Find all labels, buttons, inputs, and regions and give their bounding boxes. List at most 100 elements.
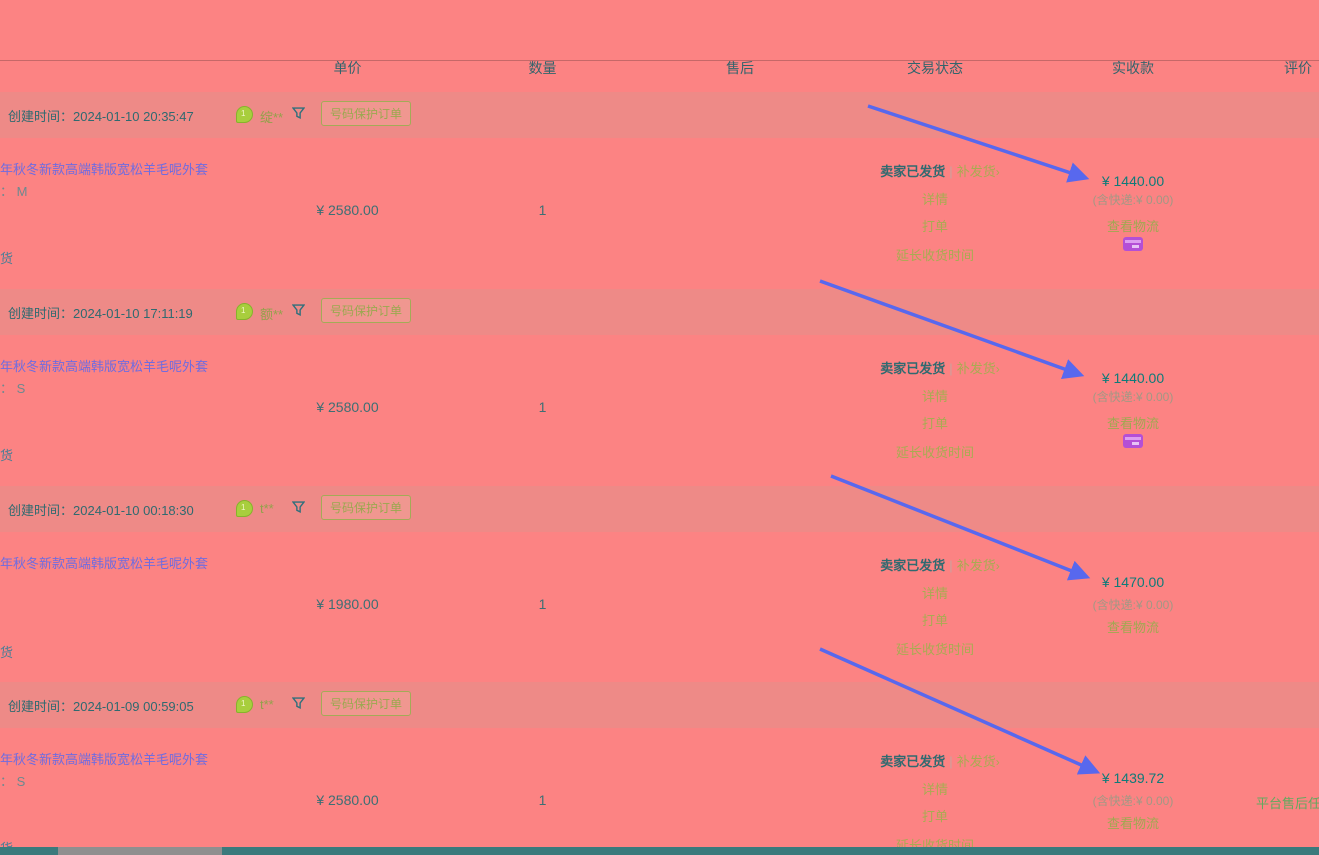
number-protection-badge: 号码保护订单 [321,495,412,520]
status-divider: | [949,164,953,179]
extend-receipt-link[interactable]: 延长收货时间 [895,445,974,460]
left-clipped-ship-text[interactable]: 货 [0,645,14,660]
created-label: 创建时间： [8,109,74,124]
status-shipped-label: 卖家已发货 [880,754,946,769]
reship-link[interactable]: 补发货 [956,164,996,179]
created-value: 2024-01-09 00:59:05 [73,699,194,714]
chevron-right-icon: › [995,755,1000,769]
order-row: 创建时间：2024-01-09 00:59:05 1 t** 号码保护订单 年秋… [0,682,1319,855]
trade-status-line: 卖家已发货 | 补发货› [835,555,1045,574]
order-header-row: 创建时间：2024-01-10 00:18:30 1 t** 号码保护订单 [0,486,1319,532]
order-created-time: 创建时间：2024-01-10 00:18:30 [8,500,194,519]
extend-receipt-link[interactable]: 延长收货时间 [895,248,974,263]
product-title-link[interactable]: 年秋冬新款高端韩版宽松羊毛呢外套 [0,162,209,177]
horizontal-scrollbar-track[interactable] [0,847,1319,855]
platform-aftersale-link[interactable]: 平台售后任 [1256,796,1319,811]
product-variant: ： S [0,774,26,789]
order-created-time: 创建时间：2024-01-10 17:11:19 [8,303,193,322]
created-value: 2024-01-10 17:11:19 [73,306,193,321]
reship-link[interactable]: 补发货 [956,558,996,573]
shipping-fee-note: (含快递:¥ 0.00) [1092,390,1174,404]
product-variant: ： S [0,381,26,396]
detail-link[interactable]: 详情 [921,192,948,207]
buyer-name-link[interactable]: 额** [260,307,284,322]
print-order-link[interactable]: 打单 [921,416,948,431]
product-title-link[interactable]: 年秋冬新款高端韩版宽松羊毛呢外套 [0,359,209,374]
buyer-name-link[interactable]: t** [260,501,274,516]
header-divider [0,60,1319,61]
print-order-link[interactable]: 打单 [921,219,948,234]
horizontal-scrollbar-thumb[interactable] [58,847,222,855]
buyer-name-link[interactable]: t** [260,697,274,712]
view-logistics-link[interactable]: 查看物流 [1106,416,1159,431]
unit-price-value: ¥ 2580.00 [316,399,379,415]
created-label: 创建时间： [8,306,74,321]
product-title-link[interactable]: 年秋冬新款高端韩版宽松羊毛呢外套 [0,556,209,571]
created-value: 2024-01-10 00:18:30 [73,503,194,518]
view-logistics-link[interactable]: 查看物流 [1106,620,1159,635]
view-logistics-link[interactable]: 查看物流 [1106,816,1159,831]
order-row: 创建时间：2024-01-10 00:18:30 1 t** 号码保护订单 年秋… [0,486,1319,683]
payment-card-icon[interactable] [1123,434,1143,448]
reship-link[interactable]: 补发货 [956,754,996,769]
chevron-right-icon: › [995,559,1000,573]
shipping-fee-note: (含快递:¥ 0.00) [1092,193,1174,207]
received-amount-value: ¥ 1440.00 [1101,173,1165,189]
reship-link[interactable]: 补发货 [956,361,996,376]
buyer-name-link[interactable]: 绽** [260,110,284,125]
quantity-value: 1 [538,202,547,218]
status-divider: | [949,361,953,376]
buyer-level-icon: 1 [236,696,253,713]
product-title-link[interactable]: 年秋冬新款高端韩版宽松羊毛呢外套 [0,752,209,767]
left-clipped-ship-text[interactable]: 货 [0,251,14,266]
view-logistics-link[interactable]: 查看物流 [1106,219,1159,234]
buyer-level-icon: 1 [236,106,253,123]
received-amount-value: ¥ 1439.72 [1101,770,1165,786]
order-row: 创建时间：2024-01-10 20:35:47 1 绽** 号码保护订单 年秋… [0,92,1319,289]
print-order-link[interactable]: 打单 [921,613,948,628]
shipping-fee-note: (含快递:¥ 0.00) [1092,598,1174,612]
quantity-value: 1 [538,596,547,612]
column-header-received-amount: 实收款 [1112,60,1154,76]
left-clipped-ship-text[interactable]: 货 [0,448,14,463]
quantity-value: 1 [538,399,547,415]
trade-status-line: 卖家已发货 | 补发货› [835,751,1045,770]
buyer-level-icon: 1 [236,500,253,517]
unit-price-value: ¥ 1980.00 [316,596,379,612]
filter-funnel-icon[interactable] [291,107,306,125]
filter-funnel-icon[interactable] [291,697,306,715]
unit-price-value: ¥ 2580.00 [316,792,379,808]
status-divider: | [949,558,953,573]
unit-price-value: ¥ 2580.00 [316,202,379,218]
shipping-fee-note: (含快递:¥ 0.00) [1092,794,1174,808]
received-amount-value: ¥ 1440.00 [1101,370,1165,386]
number-protection-badge: 号码保护订单 [321,101,412,126]
trade-status-line: 卖家已发货 | 补发货› [835,358,1045,377]
payment-card-icon[interactable] [1123,237,1143,251]
order-header-row: 创建时间：2024-01-10 17:11:19 1 额** 号码保护订单 [0,289,1319,335]
column-header-quantity: 数量 [528,60,557,76]
detail-link[interactable]: 详情 [921,389,948,404]
order-created-time: 创建时间：2024-01-09 00:59:05 [8,696,194,715]
filter-funnel-icon[interactable] [291,304,306,322]
extend-receipt-link[interactable]: 延长收货时间 [895,642,974,657]
status-shipped-label: 卖家已发货 [880,558,946,573]
number-protection-badge: 号码保护订单 [321,691,412,716]
filter-funnel-icon[interactable] [291,501,306,519]
detail-link[interactable]: 详情 [921,782,948,797]
created-label: 创建时间： [8,699,74,714]
received-amount-value: ¥ 1470.00 [1101,574,1165,590]
column-header-unit-price: 单价 [333,60,362,76]
buyer-level-icon: 1 [236,303,253,320]
number-protection-badge: 号码保护订单 [321,298,412,323]
column-header-after-sales: 售后 [726,60,754,76]
detail-link[interactable]: 详情 [921,586,948,601]
print-order-link[interactable]: 打单 [921,809,948,824]
created-label: 创建时间： [8,503,74,518]
order-created-time: 创建时间：2024-01-10 20:35:47 [8,106,194,125]
order-header-row: 创建时间：2024-01-10 20:35:47 1 绽** 号码保护订单 [0,92,1319,138]
chevron-right-icon: › [995,362,1000,376]
status-shipped-label: 卖家已发货 [880,361,946,376]
order-row: 创建时间：2024-01-10 17:11:19 1 额** 号码保护订单 年秋… [0,289,1319,486]
